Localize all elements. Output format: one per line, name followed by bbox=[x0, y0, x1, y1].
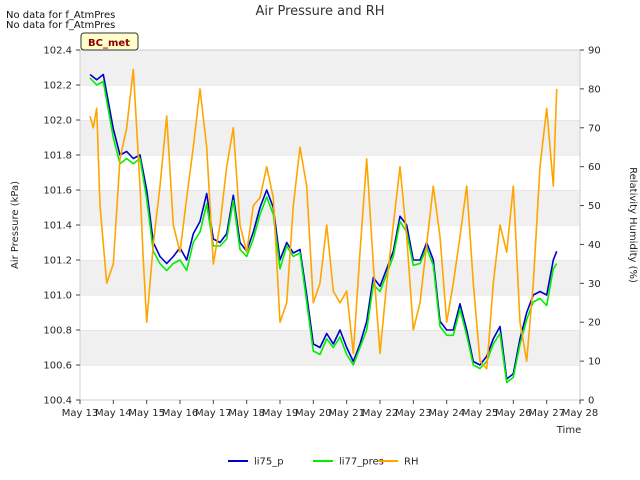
x-tick-label: May 25 bbox=[462, 408, 499, 419]
series-line-li77-pres bbox=[89, 77, 558, 384]
background-band bbox=[80, 330, 580, 365]
y-left-tick-label: 100.4 bbox=[43, 396, 72, 407]
no-data-note-2: No data for f_AtmPres bbox=[6, 20, 115, 31]
background-band bbox=[80, 190, 580, 225]
x-tick-label: May 28 bbox=[562, 408, 599, 419]
y-right-tick-label: 50 bbox=[588, 201, 601, 212]
x-tick-label: May 20 bbox=[295, 408, 332, 419]
legend-label-rh: RH bbox=[404, 457, 418, 468]
y-left-tick-label: 100.6 bbox=[43, 361, 72, 372]
background-band bbox=[80, 295, 580, 330]
background-band bbox=[80, 155, 580, 190]
station-label: BC_met bbox=[88, 38, 130, 49]
x-tick-label: May 17 bbox=[195, 408, 232, 419]
no-data-note-1: No data for f_AtmPres bbox=[6, 10, 115, 21]
x-tick-label: May 16 bbox=[162, 408, 199, 419]
background-band bbox=[80, 85, 580, 120]
legend-label-li77-pres: li77_pres bbox=[339, 457, 384, 468]
series-line-li75-p bbox=[89, 73, 558, 380]
x-tick-label: May 23 bbox=[395, 408, 432, 419]
y-right-tick-label: 60 bbox=[588, 162, 601, 173]
y-left-tick-label: 102.4 bbox=[43, 46, 72, 57]
y-left-tick-label: 101.2 bbox=[43, 256, 72, 267]
legend-label-li75-p: li75_p bbox=[254, 457, 284, 468]
y-left-tick-label: 100.8 bbox=[43, 326, 72, 337]
chart-title: Air Pressure and RH bbox=[255, 4, 384, 19]
y-axis-left-title: Air Pressure (kPa) bbox=[10, 181, 21, 269]
x-tick-label: May 19 bbox=[262, 408, 299, 419]
y-axis-left: 100.4 100.6 100.8 101.0 101.2 101.4 101.6 101.8… bbox=[43, 46, 80, 407]
x-tick-label: May 14 bbox=[95, 408, 132, 419]
y-left-tick-label: 101.6 bbox=[43, 186, 72, 197]
y-right-tick-label: 0 bbox=[588, 396, 594, 407]
y-left-tick-label: 101.0 bbox=[43, 291, 72, 302]
x-tick-label: May 15 bbox=[128, 408, 165, 419]
background-band bbox=[80, 365, 580, 400]
y-right-tick-label: 80 bbox=[588, 84, 601, 95]
y-right-tick-label: 40 bbox=[588, 240, 601, 251]
y-right-tick-label: 30 bbox=[588, 279, 601, 290]
y-left-tick-label: 101.8 bbox=[43, 151, 72, 162]
y-axis-right: 0 10 20 30 40 50 60 70 80 90 bbox=[580, 46, 601, 407]
x-axis-title: Time bbox=[556, 425, 581, 436]
x-tick-label: May 27 bbox=[528, 408, 565, 419]
series-layer bbox=[89, 68, 558, 384]
x-tick-label: May 22 bbox=[362, 408, 399, 419]
legend: li75_p li77_pres RH bbox=[228, 457, 418, 468]
background-band bbox=[80, 120, 580, 155]
x-tick-label: May 26 bbox=[495, 408, 532, 419]
y-right-tick-label: 10 bbox=[588, 357, 601, 368]
y-right-tick-label: 20 bbox=[588, 318, 601, 329]
y-axis-right-title: Relativity Humidity (%) bbox=[627, 167, 638, 283]
y-left-tick-label: 101.4 bbox=[43, 221, 72, 232]
x-tick-label: May 21 bbox=[328, 408, 365, 419]
y-left-tick-label: 102.2 bbox=[43, 81, 72, 92]
station-label-box: BC_met bbox=[80, 32, 139, 51]
series-line-rh bbox=[89, 68, 558, 370]
x-tick-label: May 24 bbox=[428, 408, 465, 419]
y-right-tick-label: 90 bbox=[588, 46, 601, 57]
y-left-tick-label: 102.0 bbox=[43, 116, 72, 127]
x-tick-label: May 18 bbox=[228, 408, 265, 419]
y-right-tick-label: 70 bbox=[588, 123, 601, 134]
x-tick-label: May 13 bbox=[62, 408, 99, 419]
background-band bbox=[80, 50, 580, 85]
